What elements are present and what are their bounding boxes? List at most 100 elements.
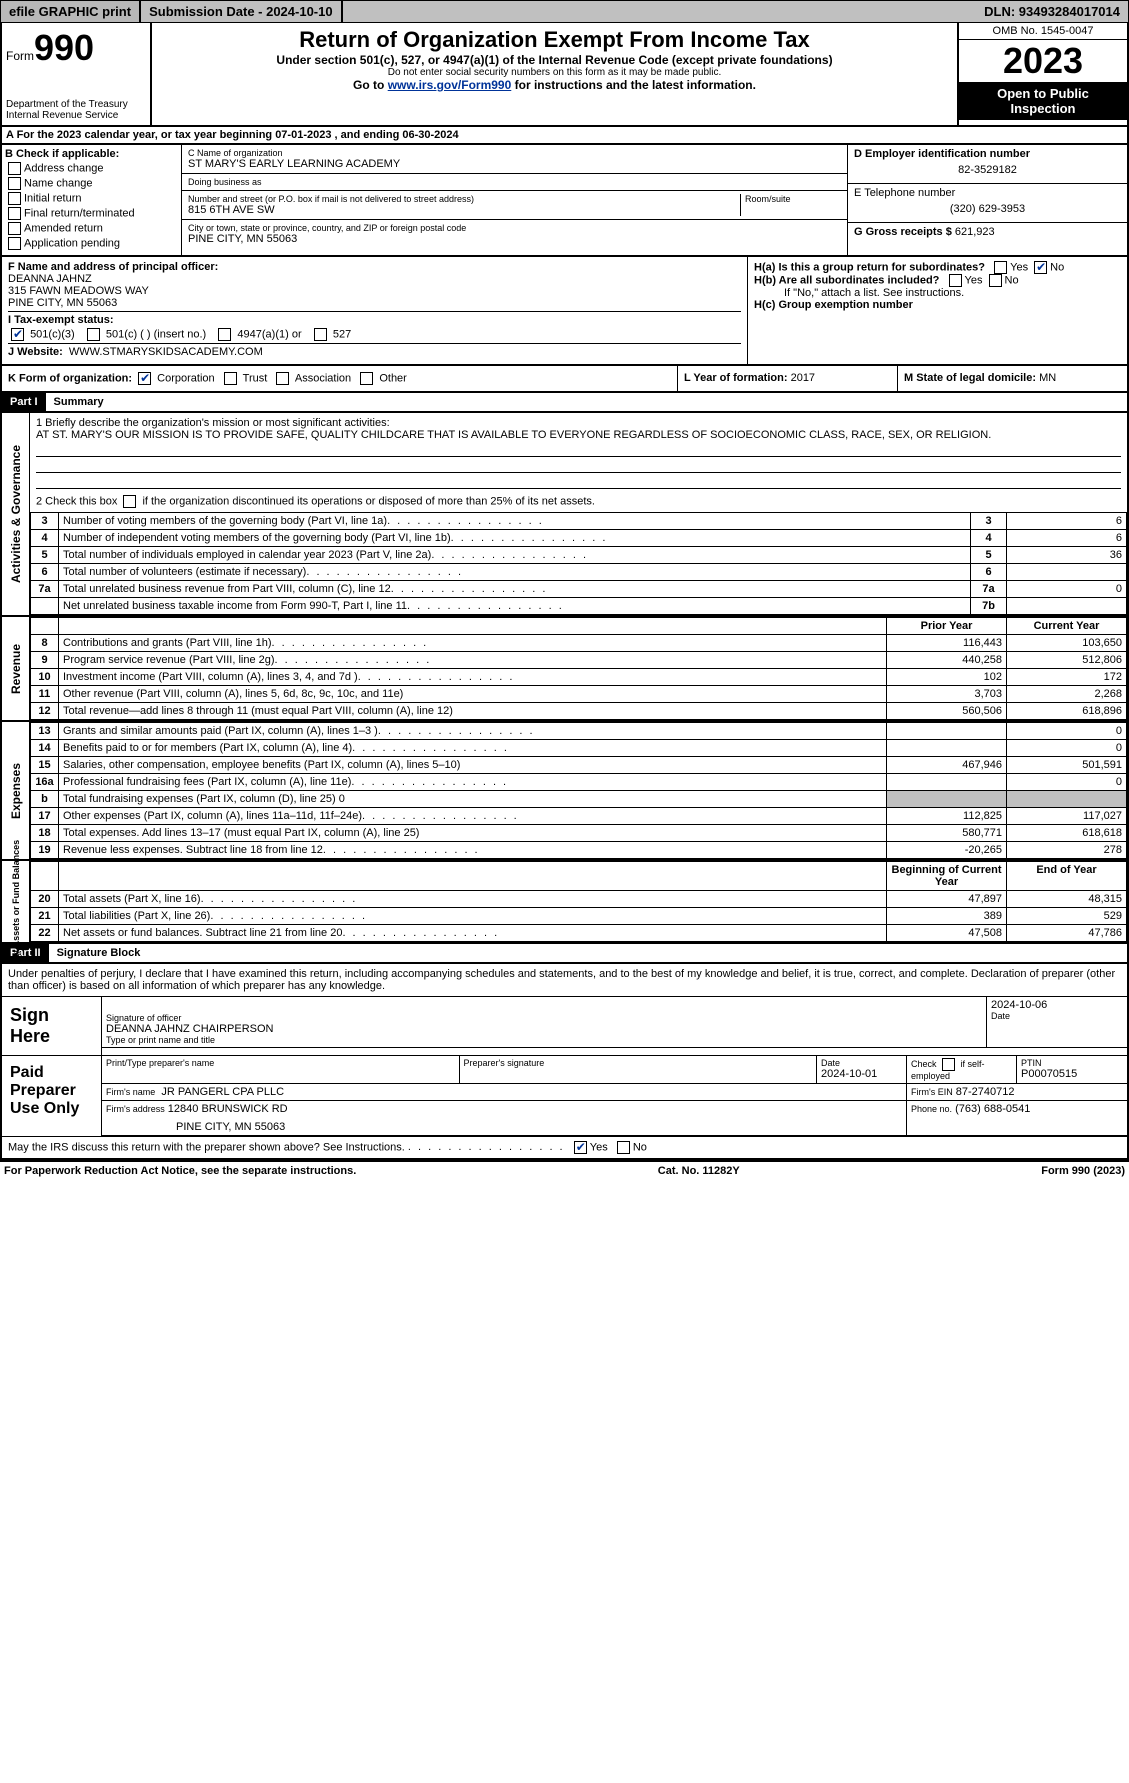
ha-label: H(a) Is this a group return for subordin… — [754, 261, 985, 273]
org-name-value: ST MARY'S EARLY LEARNING ACADEMY — [188, 158, 841, 170]
mission-line-1 — [36, 443, 1121, 457]
sign-here-label: Sign Here — [2, 997, 102, 1055]
city-label: City or town, state or province, country… — [188, 223, 841, 233]
chk-527[interactable] — [314, 328, 327, 341]
prior-year-hdr: Prior Year — [887, 618, 1007, 635]
officer-addr2: PINE CITY, MN 55063 — [8, 297, 741, 309]
dln-label: DLN: 93493284017014 — [976, 1, 1128, 22]
ptin-value: P00070515 — [1021, 1068, 1123, 1080]
street-value: 815 6TH AVE SW — [188, 204, 736, 216]
chk-final-return[interactable] — [8, 207, 21, 220]
hc-label: H(c) Group exemption number — [754, 299, 913, 311]
part1-title: Summary — [46, 393, 112, 411]
efile-print-button[interactable]: efile GRAPHIC print — [1, 1, 141, 22]
section-klm: K Form of organization: Corporation Trus… — [0, 366, 1129, 393]
chk-trust[interactable] — [224, 372, 237, 385]
chk-other[interactable] — [360, 372, 373, 385]
form-org-label: K Form of organization: — [8, 372, 132, 384]
firm-addr-value2: PINE CITY, MN 55063 — [106, 1115, 902, 1133]
submission-date: Submission Date - 2024-10-10 — [141, 1, 343, 22]
part2-header-row: Part II Signature Block — [0, 944, 1129, 964]
chk-self-employed[interactable] — [942, 1058, 955, 1071]
officer-name: DEANNA JAHNZ — [8, 273, 741, 285]
hb-note: If "No," attach a list. See instructions… — [754, 287, 1121, 299]
current-year-hdr: Current Year — [1007, 618, 1127, 635]
omb-number: OMB No. 1545-0047 — [959, 23, 1127, 40]
expenses-table: 13Grants and similar amounts paid (Part … — [30, 722, 1127, 859]
year-formation-label: L Year of formation: — [684, 372, 788, 384]
chk-ha-no[interactable] — [1034, 261, 1047, 274]
part1-badge: Part I — [2, 393, 46, 411]
chk-initial-return[interactable] — [8, 192, 21, 205]
sig-type-label: Type or print name and title — [106, 1035, 982, 1045]
firm-addr-value: 12840 BRUNSWICK RD — [168, 1103, 288, 1115]
preparer-sig-label: Preparer's signature — [464, 1058, 813, 1068]
form-subtitle-2: Do not enter social security numbers on … — [156, 67, 953, 78]
chk-501c3[interactable] — [11, 328, 24, 341]
begin-year-hdr: Beginning of Current Year — [887, 862, 1007, 891]
chk-hb-no[interactable] — [989, 274, 1002, 287]
chk-application-pending[interactable] — [8, 237, 21, 250]
mission-line-3 — [36, 475, 1121, 489]
footer-right: Form 990 (2023) — [1041, 1165, 1125, 1177]
officer-addr1: 315 FAWN MEADOWS WAY — [8, 285, 741, 297]
sig-date-value: 2024-10-06 — [991, 999, 1123, 1011]
chk-discontinued[interactable] — [123, 495, 136, 508]
firm-ein-label: Firm's EIN — [911, 1087, 953, 1097]
discuss-label: May the IRS discuss this return with the… — [8, 1141, 405, 1153]
dept-irs: Internal Revenue Service — [6, 110, 146, 121]
sig-date-label: Date — [991, 1011, 1123, 1021]
hb-label: H(b) Are all subordinates included? — [754, 274, 939, 286]
mission-line-2 — [36, 459, 1121, 473]
chk-address-change[interactable] — [8, 162, 21, 175]
chk-association[interactable] — [276, 372, 289, 385]
governance-table: 3Number of voting members of the governi… — [30, 512, 1127, 615]
form-word: Form — [6, 49, 34, 63]
box-deg: D Employer identification number 82-3529… — [847, 145, 1127, 255]
part1-header-row: Part I Summary — [0, 393, 1129, 413]
perjury-declaration: Under penalties of perjury, I declare th… — [2, 964, 1127, 996]
tel-label: E Telephone number — [854, 187, 1121, 199]
open-public-inspection: Open to Public Inspection — [959, 82, 1127, 120]
form-header: Form 990 Department of the Treasury Inte… — [0, 23, 1129, 127]
part2-title: Signature Block — [49, 944, 149, 962]
paid-preparer-label: Paid Preparer Use Only — [2, 1056, 102, 1136]
revenue-table: Prior YearCurrent Year 8Contributions an… — [30, 617, 1127, 720]
goto-suffix: for instructions and the latest informat… — [515, 78, 756, 92]
chk-4947[interactable] — [218, 328, 231, 341]
preparer-date-label: Date — [821, 1058, 902, 1068]
v7a: 0 — [1007, 581, 1127, 598]
chk-name-change[interactable] — [8, 177, 21, 190]
chk-hb-yes[interactable] — [949, 274, 962, 287]
irs-link[interactable]: www.irs.gov/Form990 — [388, 78, 512, 92]
preparer-date-value: 2024-10-01 — [821, 1068, 902, 1080]
v5: 36 — [1007, 547, 1127, 564]
chk-discuss-no[interactable] — [617, 1141, 630, 1154]
street-label: Number and street (or P.O. box if mail i… — [188, 194, 736, 204]
vtab-revenue: Revenue — [9, 643, 23, 693]
dept-treasury: Department of the Treasury — [6, 99, 146, 110]
chk-501c[interactable] — [87, 328, 100, 341]
chk-ha-yes[interactable] — [994, 261, 1007, 274]
city-value: PINE CITY, MN 55063 — [188, 233, 841, 245]
firm-phone-value: (763) 688-0541 — [955, 1103, 1030, 1115]
sig-officer-label: Signature of officer — [106, 1013, 982, 1023]
website-label: J Website: — [8, 346, 63, 358]
org-name-label: C Name of organization — [188, 148, 841, 158]
tax-year: 2023 — [959, 40, 1127, 82]
chk-discuss-yes[interactable] — [574, 1141, 587, 1154]
state-domicile-label: M State of legal domicile: — [904, 372, 1036, 384]
expenses-block: Expenses 13Grants and similar amounts pa… — [0, 722, 1129, 861]
chk-corporation[interactable] — [138, 372, 151, 385]
ptin-label: PTIN — [1021, 1058, 1123, 1068]
firm-phone-label: Phone no. — [911, 1104, 952, 1114]
form-subtitle-1: Under section 501(c), 527, or 4947(a)(1)… — [156, 53, 953, 67]
chk-amended-return[interactable] — [8, 222, 21, 235]
footer-mid: Cat. No. 11282Y — [658, 1165, 740, 1177]
topbar: efile GRAPHIC print Submission Date - 20… — [0, 0, 1129, 23]
room-label: Room/suite — [745, 194, 841, 204]
part2-badge: Part II — [2, 944, 49, 962]
net-assets-block: Net Assets or Fund Balances Beginning of… — [0, 861, 1129, 944]
gross-label: G Gross receipts $ — [854, 226, 952, 238]
box-c: C Name of organization ST MARY'S EARLY L… — [182, 145, 847, 255]
